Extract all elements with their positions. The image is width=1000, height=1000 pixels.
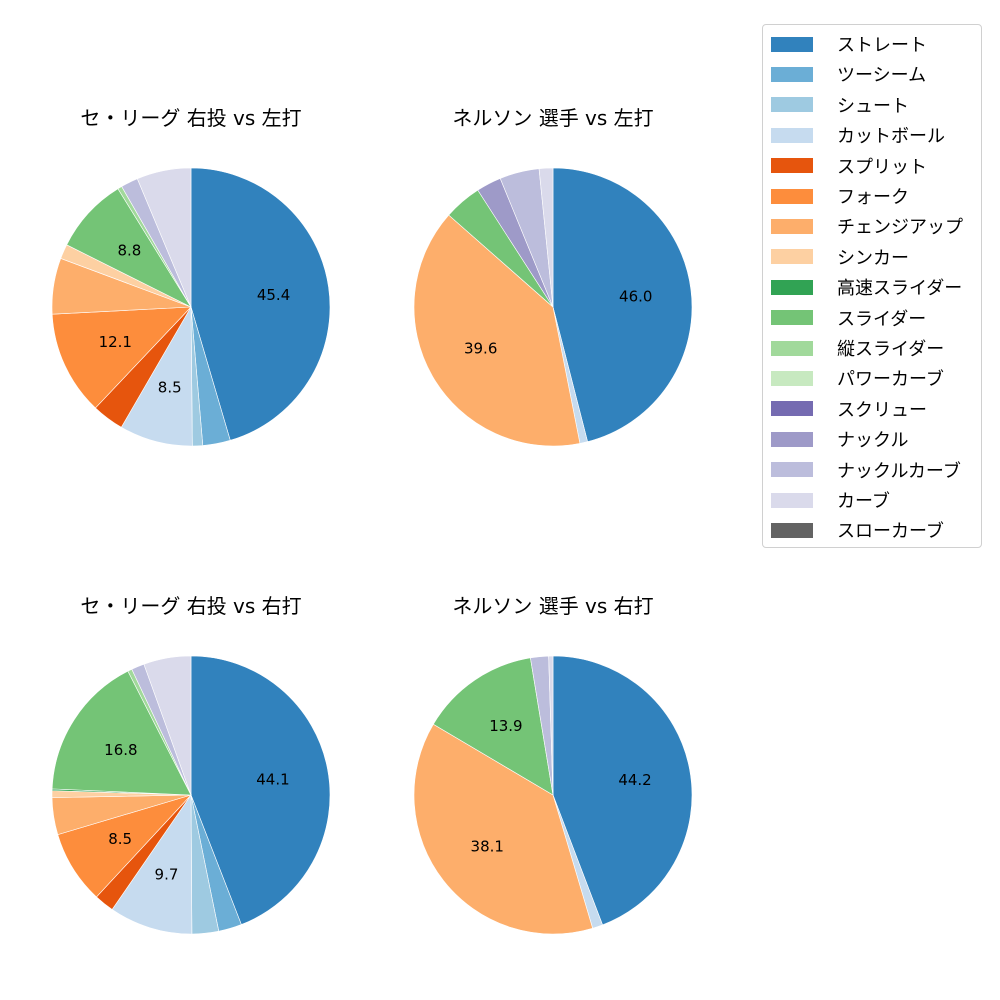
legend-label: スローカーブ [837, 521, 944, 543]
pie-slice [432, 657, 554, 796]
legend-label: スクリュー [837, 399, 927, 421]
pie-slice [413, 723, 593, 935]
legend-label: 縦スライダー [837, 339, 945, 360]
legend-label: スプリット [837, 156, 927, 178]
pie-slice [552, 167, 693, 442]
legend-label: 高速スライダー [837, 278, 963, 300]
pie-slice [143, 655, 192, 796]
legend-item: スクリュー [771, 398, 927, 421]
pie-value-label: 16.8 [104, 741, 137, 759]
legend-swatch [771, 218, 813, 234]
legend-label: ツーシーム [837, 65, 927, 87]
pie-slice [548, 655, 554, 796]
pie-slice [538, 167, 554, 308]
pie-value-label: 9.7 [155, 866, 179, 884]
legend-label: スライダー [837, 308, 927, 330]
chart-title-nelson-vs-left: ネルソン 選手 vs 左打 [452, 106, 654, 130]
legend-label: シンカー [837, 247, 909, 269]
pie-value-label: 45.4 [257, 286, 290, 304]
legend-label: カットボール [837, 126, 945, 148]
legend-item: シンカー [771, 246, 909, 269]
legend-item: スライダー [771, 307, 927, 330]
legend-swatch [771, 310, 813, 326]
legend-label: カーブ [837, 491, 890, 512]
pie-value-label: 38.1 [471, 837, 504, 855]
legend-item: シュート [771, 94, 909, 117]
legend-swatch [771, 97, 813, 113]
legend-swatch [771, 279, 813, 295]
pie-value-label: 13.9 [489, 717, 522, 735]
chart-title-league-vs-left: セ・リーグ 右投 vs 左打 [80, 106, 302, 130]
legend-item: カーブ [771, 489, 890, 512]
legend-swatch [771, 340, 813, 356]
legend-swatch [771, 36, 813, 52]
legend-item: ナックルカーブ [771, 459, 961, 482]
pie-slice [190, 655, 331, 925]
legend-swatch [771, 492, 813, 508]
pie-slice [190, 167, 331, 441]
legend-swatch [771, 370, 813, 386]
legend-item: ナックル [771, 428, 909, 452]
legend-item: スプリット [771, 155, 927, 178]
legend-label: ナックルカーブ [837, 460, 961, 482]
legend-label: ナックル [837, 430, 909, 452]
legend-swatch [771, 249, 813, 265]
pie-value-label: 39.6 [464, 340, 497, 358]
legend-item: 高速スライダー [771, 276, 963, 300]
legend-label: フォーク [837, 187, 909, 208]
pie-value-label: 44.1 [256, 771, 289, 789]
legend-label: チェンジアップ [837, 217, 963, 239]
legend-swatch [771, 431, 813, 447]
pie-slice [51, 306, 192, 409]
legend-swatch [771, 401, 813, 417]
pie-slice [111, 794, 193, 935]
pie-value-label: 8.5 [108, 830, 132, 848]
legend-item: パワーカーブ [771, 367, 944, 391]
legend: ストレートツーシームシュートカットボール スプリットフォークチェンジアップ シンカー… [762, 24, 982, 548]
legend-item: チェンジアップ [771, 215, 963, 239]
pie-slice [413, 214, 581, 447]
legend-swatch [771, 188, 813, 204]
legend-swatch [771, 158, 813, 174]
pie-slice [552, 655, 693, 926]
pie-value-label: 8.5 [158, 379, 182, 397]
chart-title-league-vs-right: セ・リーグ 右投 vs 右打 [80, 594, 302, 618]
pie-slice [136, 167, 192, 308]
pie-value-label: 44.2 [618, 771, 651, 789]
chart-title-nelson-vs-right: ネルソン 選手 vs 右打 [452, 594, 654, 618]
legend-item: フォーク [771, 185, 909, 208]
pie-value-label: 46.0 [619, 288, 652, 306]
legend-item: カットボール [771, 124, 945, 148]
pie-value-label: 12.1 [99, 333, 132, 351]
legend-swatch [771, 66, 813, 82]
pie-value-label: 8.8 [118, 242, 142, 260]
legend-item: ツーシーム [771, 63, 927, 87]
legend-swatch [771, 462, 813, 478]
legend-item: スローカーブ [771, 519, 944, 543]
legend-item: ストレート [771, 33, 927, 56]
legend-label: ストレート [837, 35, 927, 56]
legend-swatch [771, 127, 813, 143]
legend-label: パワーカーブ [837, 369, 944, 391]
legend-item: 縦スライダー [771, 337, 945, 360]
pie-slice [51, 670, 192, 796]
legend-label: シュート [837, 95, 909, 117]
legend-swatch [771, 522, 813, 538]
